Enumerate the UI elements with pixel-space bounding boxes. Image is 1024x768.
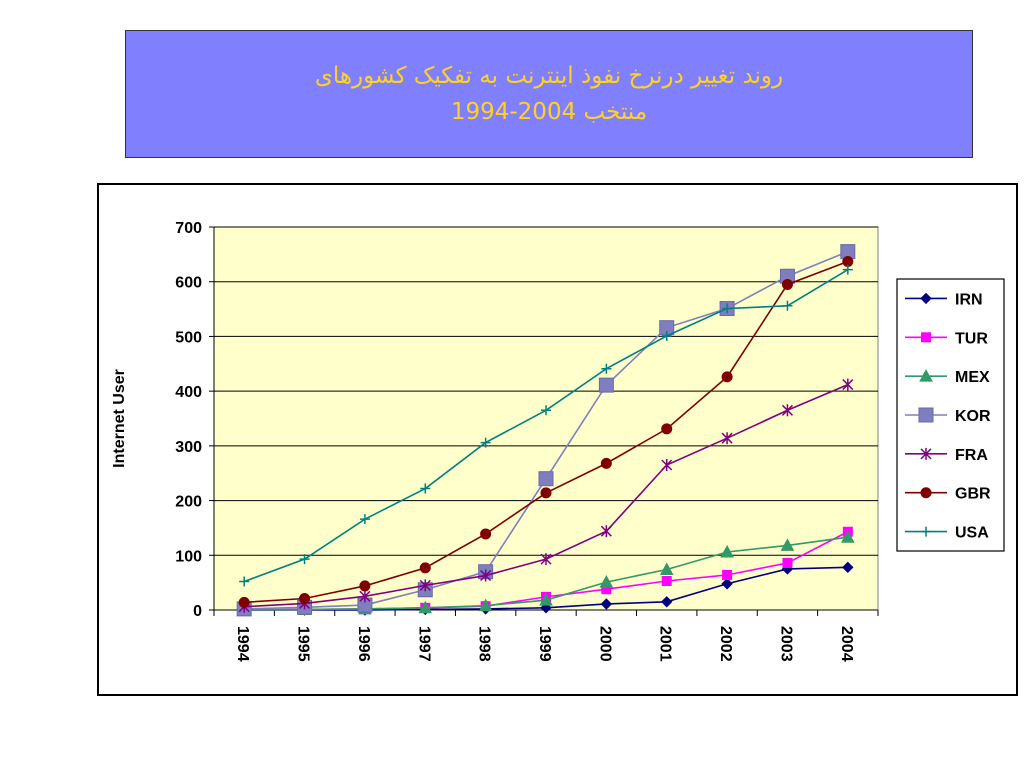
data-point-mex <box>599 575 614 588</box>
x-tick-label: 2003 <box>777 626 794 662</box>
legend-marker-kor <box>918 407 934 423</box>
legend-marker-fra <box>920 447 932 460</box>
data-point-usa <box>722 303 733 314</box>
legend-marker-mex <box>919 369 933 382</box>
data-point-mex <box>780 538 795 551</box>
x-tick-label: 2004 <box>838 626 855 662</box>
chart-frame: 0 100 200 300 400 500 600 700 1994 1995 1996 1997 19… <box>97 183 1018 696</box>
y-tick-label: 500 <box>175 329 202 346</box>
data-point-fra <box>480 569 492 582</box>
data-point-kor <box>598 377 614 393</box>
y-tick-label: 700 <box>175 220 202 237</box>
data-point-fra <box>359 590 371 603</box>
data-point-fra <box>661 459 673 472</box>
y-tick-label: 100 <box>175 548 202 565</box>
data-point-usa <box>661 330 672 341</box>
data-point-usa <box>480 437 491 448</box>
x-tick-label: 2001 <box>657 626 674 662</box>
legend-label-kor: KOR <box>955 408 991 425</box>
y-tick-label: 200 <box>175 494 202 511</box>
data-point-mex <box>539 593 553 606</box>
data-point-fra <box>721 432 733 445</box>
data-point-kor <box>538 471 554 487</box>
legend-label-tur: TUR <box>955 330 988 347</box>
data-point-fra <box>842 378 854 391</box>
data-point-irn <box>661 596 673 608</box>
legend-label-mex: MEX <box>955 369 990 386</box>
x-tick-label: 2002 <box>717 626 734 662</box>
title-banner: روند تغییر درنرخ نفوذ اینترنت به تفکیک ک… <box>125 30 973 158</box>
data-point-gbr <box>359 580 371 592</box>
data-point-irn <box>600 598 613 610</box>
title-line-2: منتخب 2004-1994 <box>450 99 648 125</box>
legend-label-gbr: GBR <box>955 486 991 503</box>
x-tick-label: 1996 <box>355 626 372 662</box>
data-point-usa <box>299 554 310 565</box>
y-tick-label: 0 <box>193 603 202 620</box>
data-point-gbr <box>721 371 733 383</box>
x-tick-label: 1995 <box>295 626 312 662</box>
data-point-usa <box>601 363 612 374</box>
data-point-mex <box>840 530 855 543</box>
data-point-fra <box>540 553 552 566</box>
legend-marker-tur <box>921 332 931 343</box>
x-tick-label: 1999 <box>536 626 553 662</box>
line-chart: 0 100 200 300 400 500 600 700 1994 1995 1996 1997 19… <box>111 220 1005 662</box>
x-tick-label: 1998 <box>476 626 493 662</box>
y-tick-label: 300 <box>175 439 202 456</box>
data-point-gbr <box>781 278 793 290</box>
data-point-usa <box>239 576 250 587</box>
legend-label-usa: USA <box>955 525 989 542</box>
data-point-irn <box>842 561 854 574</box>
x-tick-label: 2000 <box>596 626 613 662</box>
legend-label-fra: FRA <box>955 447 988 464</box>
data-point-fra <box>781 404 793 417</box>
data-point-gbr <box>480 528 492 540</box>
data-point-mex <box>478 598 493 612</box>
data-point-usa <box>541 405 551 416</box>
legend-marker-usa <box>921 526 931 537</box>
data-point-usa <box>420 483 431 494</box>
data-point-gbr <box>600 457 612 469</box>
y-axis-label: Internet User <box>111 369 128 468</box>
data-point-mex <box>720 544 734 558</box>
data-point-usa <box>842 264 853 275</box>
x-tick-label: 1997 <box>415 626 432 662</box>
data-point-gbr <box>419 562 431 574</box>
data-point-gbr <box>661 423 673 435</box>
data-point-tur <box>782 557 793 568</box>
data-point-gbr <box>299 593 311 605</box>
data-point-irn <box>721 578 733 590</box>
legend-marker-irn <box>920 292 932 305</box>
data-point-fra <box>419 579 431 592</box>
data-point-gbr <box>238 596 250 608</box>
data-point-tur <box>722 569 733 580</box>
data-point-mex <box>659 562 674 576</box>
x-tick-label: 1994 <box>234 626 251 662</box>
y-tick-label: 600 <box>175 275 202 292</box>
data-point-gbr <box>540 487 552 499</box>
data-point-tur <box>661 576 672 587</box>
title-line-1: روند تغییر درنرخ نفوذ اینترنت به تفکیک ک… <box>314 63 784 89</box>
data-point-usa <box>359 514 370 525</box>
legend-label-irn: IRN <box>955 291 983 308</box>
data-point-mex <box>418 600 433 614</box>
data-point-fra <box>600 525 612 538</box>
y-tick-label: 400 <box>175 384 202 401</box>
data-point-usa <box>782 300 793 311</box>
legend-marker-gbr <box>920 487 932 499</box>
